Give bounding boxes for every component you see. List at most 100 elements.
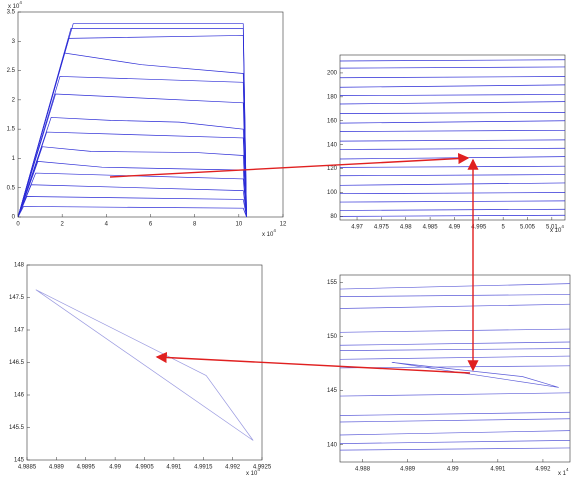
- multiplier-base: x 1: [558, 471, 567, 477]
- x-tick-label: 4.989: [49, 465, 65, 471]
- x-tick-label: 4.975: [374, 225, 390, 231]
- series-group: [35, 289, 254, 441]
- x-tick-label: 4.99: [447, 467, 459, 473]
- x-tick-label: 4.9925: [253, 465, 272, 471]
- data-line: [340, 430, 570, 436]
- x-tick-label: 4.992: [535, 467, 551, 473]
- multiplier-base: x 10: [246, 471, 258, 477]
- data-line: [18, 160, 247, 217]
- data-line: [340, 440, 570, 444]
- data-line: [340, 418, 570, 423]
- y-tick-label: 2.5: [7, 68, 16, 74]
- x-tick-label: 4.97: [351, 225, 363, 231]
- multiplier-base: x 10: [550, 228, 562, 234]
- y-tick-label: 200: [327, 71, 338, 77]
- data-line: [18, 93, 247, 217]
- x-tick-label: 4.9885: [18, 465, 37, 471]
- data-line: [340, 139, 565, 142]
- y-tick-label: 0: [12, 215, 16, 221]
- x-tick-label: 4.9895: [77, 465, 96, 471]
- x-tick-label: 5.005: [520, 225, 536, 231]
- x-tick-label: 0: [16, 222, 20, 228]
- data-line: [340, 411, 570, 416]
- data-line: [340, 76, 565, 79]
- y-tick-label: 100: [327, 190, 338, 196]
- y-tick-label: 3: [12, 39, 16, 45]
- x-tick-label: 4.9905: [135, 465, 154, 471]
- data-line: [340, 365, 570, 369]
- y-tick-label: 140: [327, 142, 338, 148]
- data-line: [18, 206, 247, 217]
- y-tick-label: 145: [327, 388, 338, 394]
- x-tick-label: 4.989: [400, 467, 416, 473]
- x-tick-label: 4.99: [449, 225, 461, 231]
- y-tick-label: 155: [327, 280, 338, 286]
- y-tick-label: 147: [14, 328, 25, 334]
- data-line: [340, 129, 565, 132]
- x-tick-label: 4.991: [166, 465, 182, 471]
- plot-area: [339, 54, 566, 221]
- data-line: [340, 147, 565, 150]
- data-line: [340, 328, 570, 333]
- data-line: [340, 303, 570, 309]
- series-group: [18, 23, 247, 217]
- y-tick-label: 146.5: [9, 360, 25, 366]
- data-line: [340, 200, 565, 203]
- data-line: [391, 361, 559, 388]
- data-line: [18, 196, 247, 217]
- axis-multiplier: x 104: [550, 224, 564, 233]
- x-tick-label: 6: [149, 222, 153, 228]
- x-tick-label: 4.9915: [194, 465, 213, 471]
- y-tick-label: 150: [327, 334, 338, 340]
- zoom-arrows: [109, 152, 479, 374]
- series-group: [340, 283, 570, 451]
- multiplier-exponent: 4: [19, 0, 22, 5]
- axes: 4.988 4.989 4.99 4.991 4.992 140 145 150 155: [327, 274, 571, 473]
- data-line: [340, 59, 565, 62]
- x-tick-label: 5.01: [546, 225, 558, 231]
- data-line: [340, 341, 570, 346]
- y-tick-label: 160: [327, 118, 338, 124]
- data-line: [340, 348, 570, 352]
- data-line: [340, 66, 565, 69]
- y-tick-label: 146: [14, 393, 25, 399]
- y-tick-label: 120: [327, 166, 338, 172]
- series-group: [340, 59, 565, 217]
- data-line: [340, 283, 570, 290]
- y-tick-label: 147.5: [9, 295, 25, 301]
- y-tick-label: 3.5: [7, 10, 16, 16]
- axes: 4.97 4.975 4.98 4.985 4.99 4.995 5 5.005 5.01 80 1…: [327, 54, 566, 231]
- x-tick-label: 4: [105, 222, 109, 228]
- y-tick-label: 0.5: [7, 185, 16, 191]
- data-line: [340, 94, 565, 96]
- x-tick-label: 10: [235, 222, 242, 228]
- x-tick-label: 2: [60, 222, 64, 228]
- x-tick-label: 8: [193, 222, 197, 228]
- y-tick-label: 140: [327, 442, 338, 448]
- x-tick-label: 4.992: [225, 465, 241, 471]
- data-line: [340, 182, 565, 186]
- y-tick-label: 180: [327, 94, 338, 100]
- multiplier-exponent: 4: [561, 224, 564, 229]
- data-line: [340, 101, 565, 105]
- y-tick-label: 1: [12, 156, 16, 162]
- y-tick-label: 80: [330, 214, 337, 220]
- data-line: [340, 112, 565, 114]
- x-tick-label: 12: [280, 222, 287, 228]
- axes: 0 2 4 6 8 10 12 0 0.5 1 1.5 2 2.5 3 3.5: [7, 10, 287, 228]
- data-line: [340, 156, 565, 160]
- y-tick-label: 148: [14, 263, 25, 269]
- x-tick-label: 4.995: [471, 225, 487, 231]
- data-line: [340, 84, 565, 88]
- zoom-arrow: [109, 152, 470, 178]
- x-tick-label: 4.988: [355, 467, 371, 473]
- data-line: [340, 447, 570, 451]
- data-line: [340, 214, 565, 217]
- plot-area: [26, 264, 263, 461]
- x-tick-label: 4.98: [400, 225, 412, 231]
- axis-multiplier: x 104: [246, 467, 260, 476]
- axes: 4.9885 4.989 4.9895 4.99 4.9905 4.991 4.9915 4.…: [9, 263, 272, 471]
- axis-multiplier: x 14: [558, 467, 569, 476]
- data-line: [340, 165, 565, 168]
